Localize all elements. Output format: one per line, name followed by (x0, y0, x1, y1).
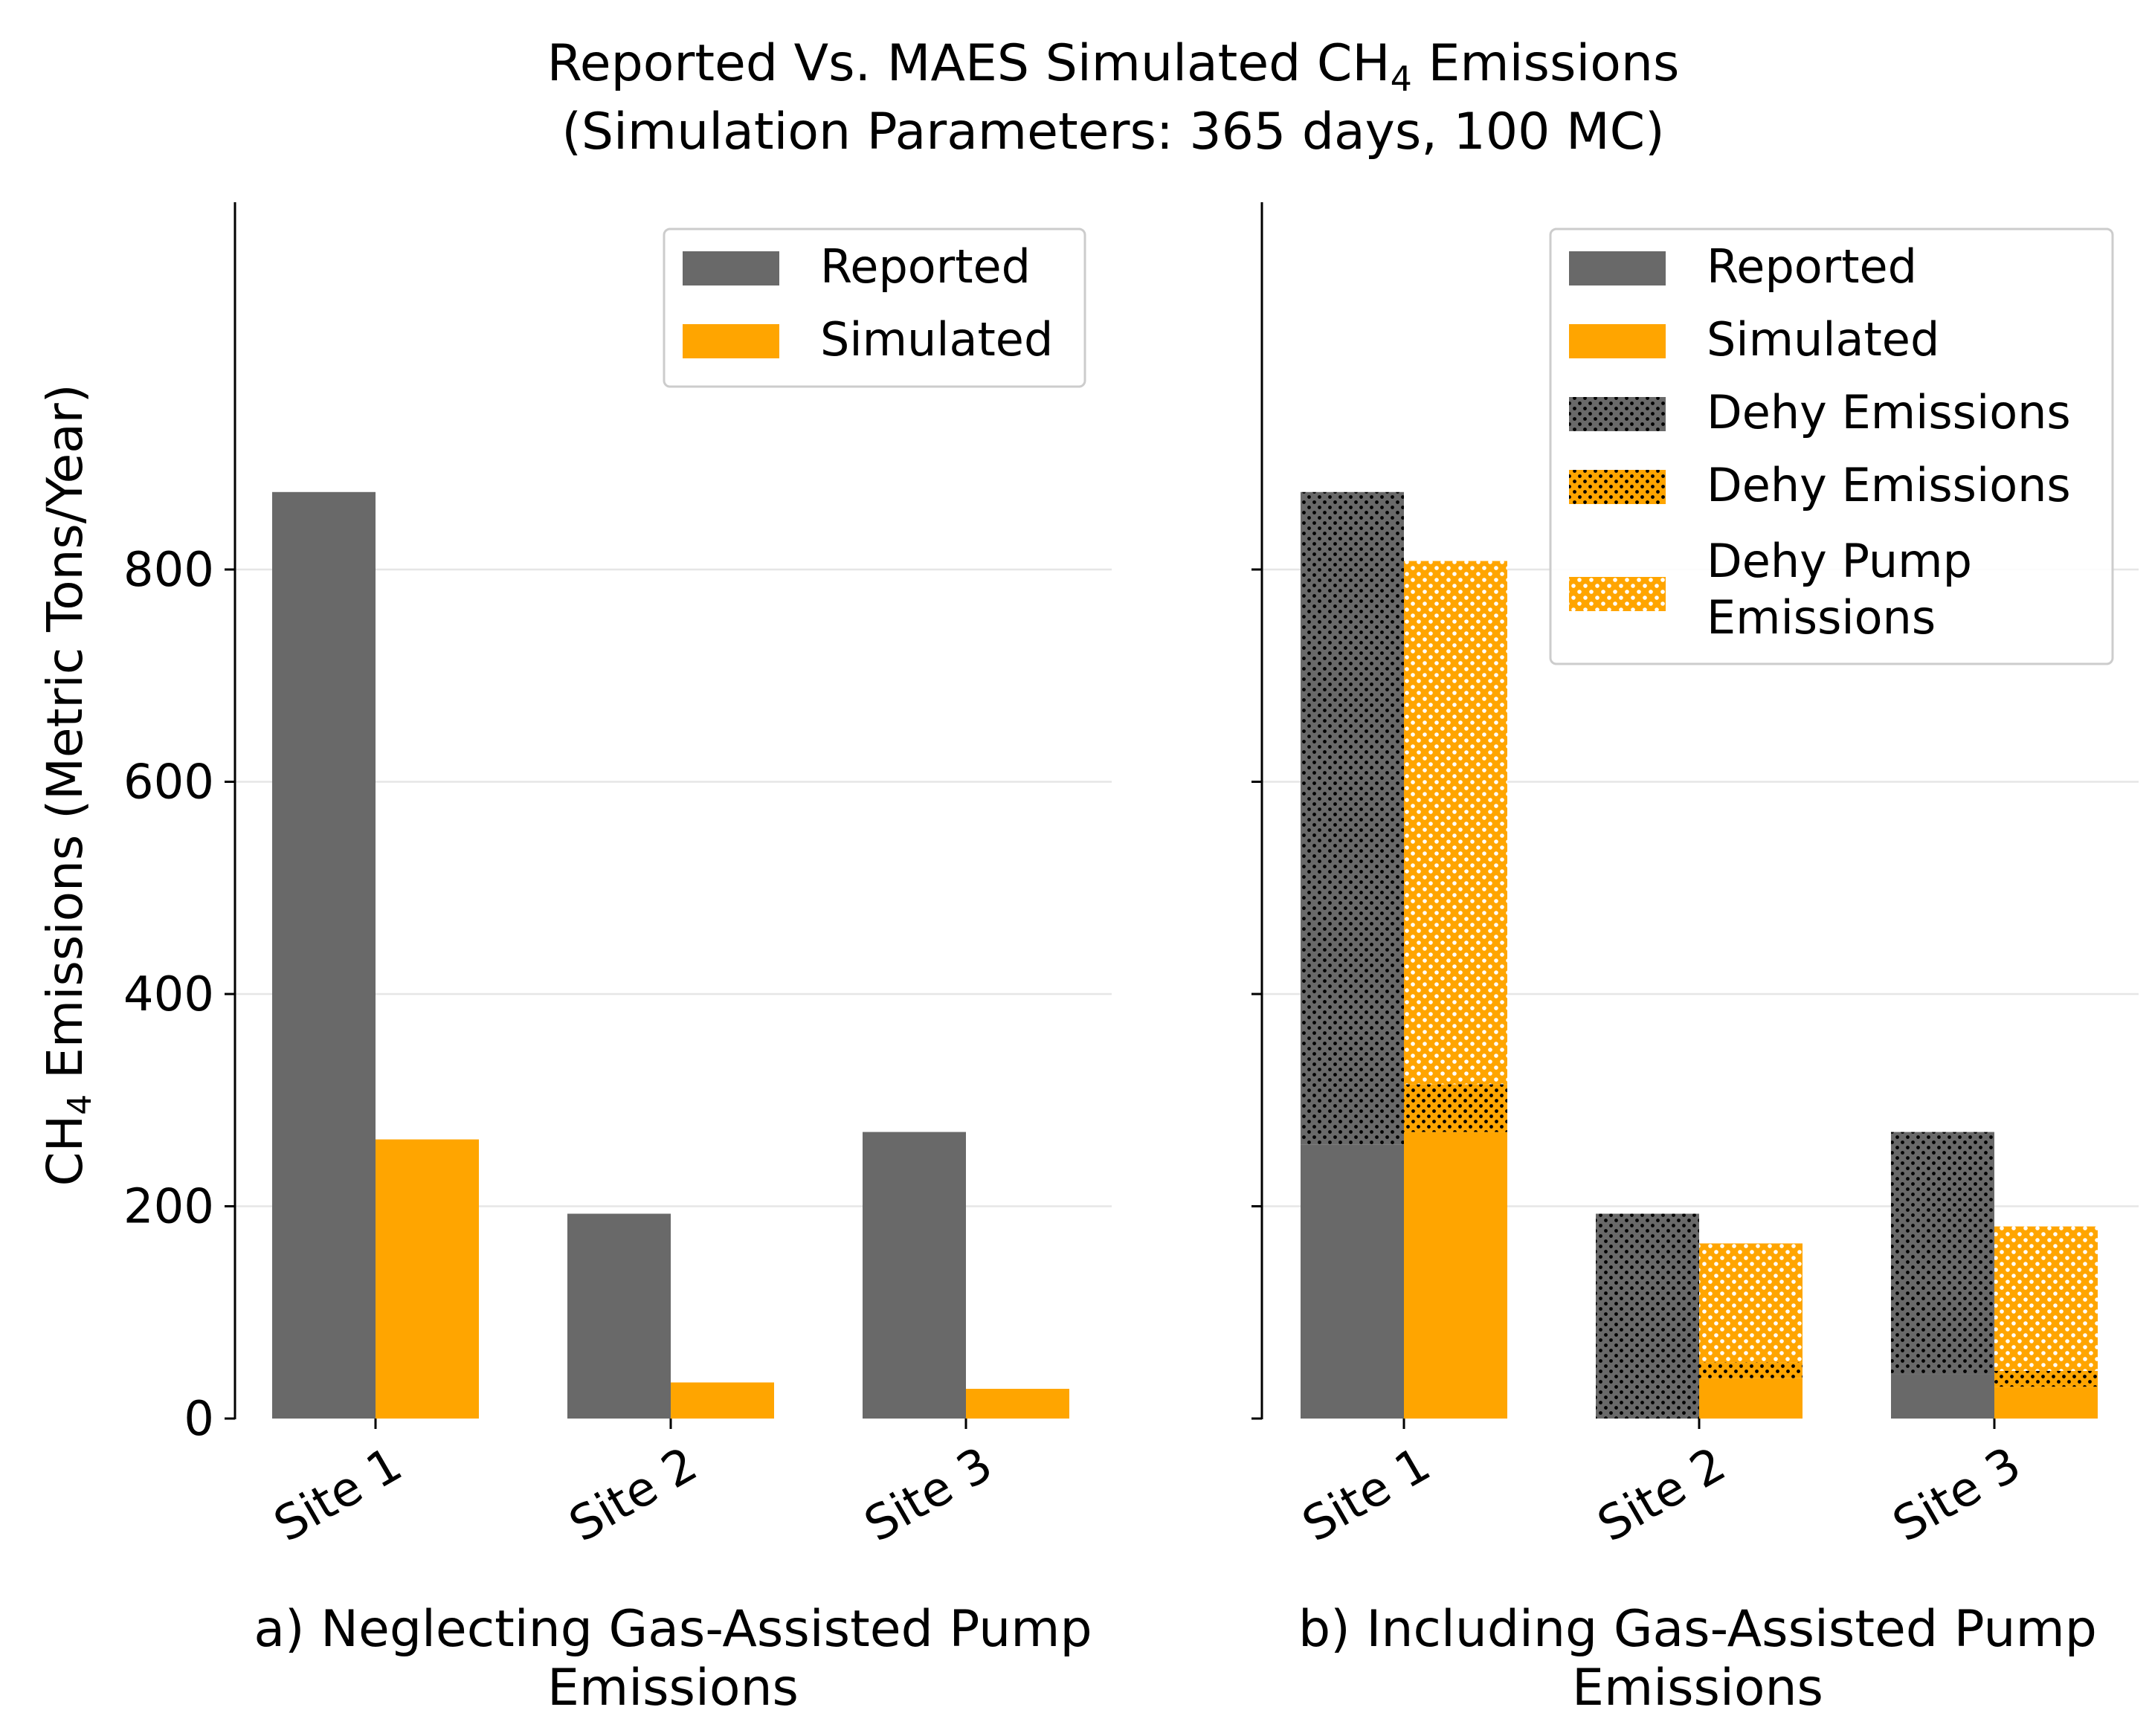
bar-simulated-base-site-1 (1404, 1132, 1507, 1419)
bar-simulated-site-1 (376, 1139, 479, 1419)
bar-simulated-site-2 (671, 1382, 774, 1419)
bar-reported-dehy-site-2 (1596, 1213, 1699, 1419)
bar-simulated-dehy-site-3 (1994, 1370, 2098, 1387)
bar-simulated-dehy-site-1 (1404, 1084, 1507, 1132)
y-axis-label: CH4 Emissions (Metric Tons/Year) (36, 384, 99, 1186)
caption-a-line2: Emissions (547, 1659, 799, 1717)
caption-b-line2: Emissions (1572, 1659, 1823, 1717)
legend-a-swatch-simulated (683, 324, 779, 358)
legend-b-swatch-dehy-reported (1569, 397, 1666, 431)
legend-b-swatch-dehy-pump (1569, 577, 1666, 611)
panel-a-x-tick-label: Site 1 (265, 1437, 411, 1553)
bar-simulated-site-3 (966, 1389, 1069, 1419)
panel-b-x-tick-label: Site 2 (1589, 1437, 1735, 1553)
legend-b-label-dehy-simulated: Dehy Emissions (1707, 458, 2071, 512)
legend-b-label-dehy-reported: Dehy Emissions (1707, 385, 2071, 439)
legend-b-label-dehy-pump-line1: Dehy Pump (1707, 534, 1972, 588)
legend-b-label-dehy-pump-line2: Emissions (1707, 590, 1936, 645)
legend-a: Reported Simulated (663, 228, 1086, 388)
panel-b-x-tick-label: Site 3 (1884, 1437, 2030, 1553)
bar-simulated-base-site-3 (1994, 1387, 2098, 1419)
legend-b-label-simulated: Simulated (1707, 312, 1939, 367)
legend-a-label-reported: Reported (820, 239, 1031, 294)
legend-b: Reported Simulated Dehy Emissions Dehy E… (1549, 228, 2114, 665)
legend-a-label-simulated: Simulated (820, 312, 1053, 367)
bar-reported-base-site-1 (1301, 1144, 1404, 1419)
caption-b-line1: b) Including Gas-Assisted Pump (1298, 1600, 2097, 1659)
bar-reported-site-3 (863, 1132, 966, 1419)
panel-a-y-tick-label: 600 (123, 755, 214, 810)
panel-a-y-tick-label: 200 (123, 1180, 214, 1235)
panel-a: 0 200 400 600 800 Site 1 Site 2 Site 3 (123, 202, 1112, 1553)
chart-title-line1: Reported Vs. MAES Simulated CH4 Emission… (547, 34, 1680, 99)
bar-simulated-dehy-pump-site-3 (1994, 1226, 2098, 1371)
legend-b-swatch-dehy-simulated (1569, 470, 1666, 504)
bar-reported-dehy-site-3 (1891, 1132, 1994, 1375)
legend-a-swatch-reported (683, 251, 779, 285)
panel-a-y-tick-label: 400 (123, 967, 214, 1022)
panel-a-x-tick-label: Site 2 (561, 1437, 706, 1553)
legend-b-swatch-reported (1569, 251, 1666, 285)
legend-b-frame (1549, 228, 2114, 665)
bar-simulated-dehy-pump-site-1 (1404, 561, 1507, 1085)
panel-a-x-tick-label: Site 3 (856, 1437, 1002, 1553)
panel-b: Site 1 Site 2 Site 3 (1251, 202, 2139, 1553)
bar-simulated-dehy-pump-site-2 (1699, 1243, 1803, 1363)
caption-a-line1: a) Neglecting Gas-Assisted Pump (254, 1600, 1092, 1659)
panel-b-x-tick-label: Site 1 (1294, 1437, 1440, 1553)
bar-simulated-base-site-2 (1699, 1378, 1803, 1419)
legend-b-swatch-simulated (1569, 324, 1666, 358)
bar-reported-site-2 (567, 1213, 671, 1419)
panel-a-y-tick-label: 800 (123, 543, 214, 598)
panel-a-y-tick-label: 0 (184, 1392, 214, 1447)
bar-reported-dehy-site-1 (1301, 491, 1404, 1145)
chart-title-line2: (Simulation Parameters: 365 days, 100 MC… (561, 103, 1664, 161)
bar-reported-base-site-3 (1891, 1374, 1994, 1419)
legend-b-label-reported: Reported (1707, 239, 1917, 294)
bar-simulated-dehy-site-2 (1699, 1362, 1803, 1378)
bar-reported-site-1 (272, 491, 376, 1419)
